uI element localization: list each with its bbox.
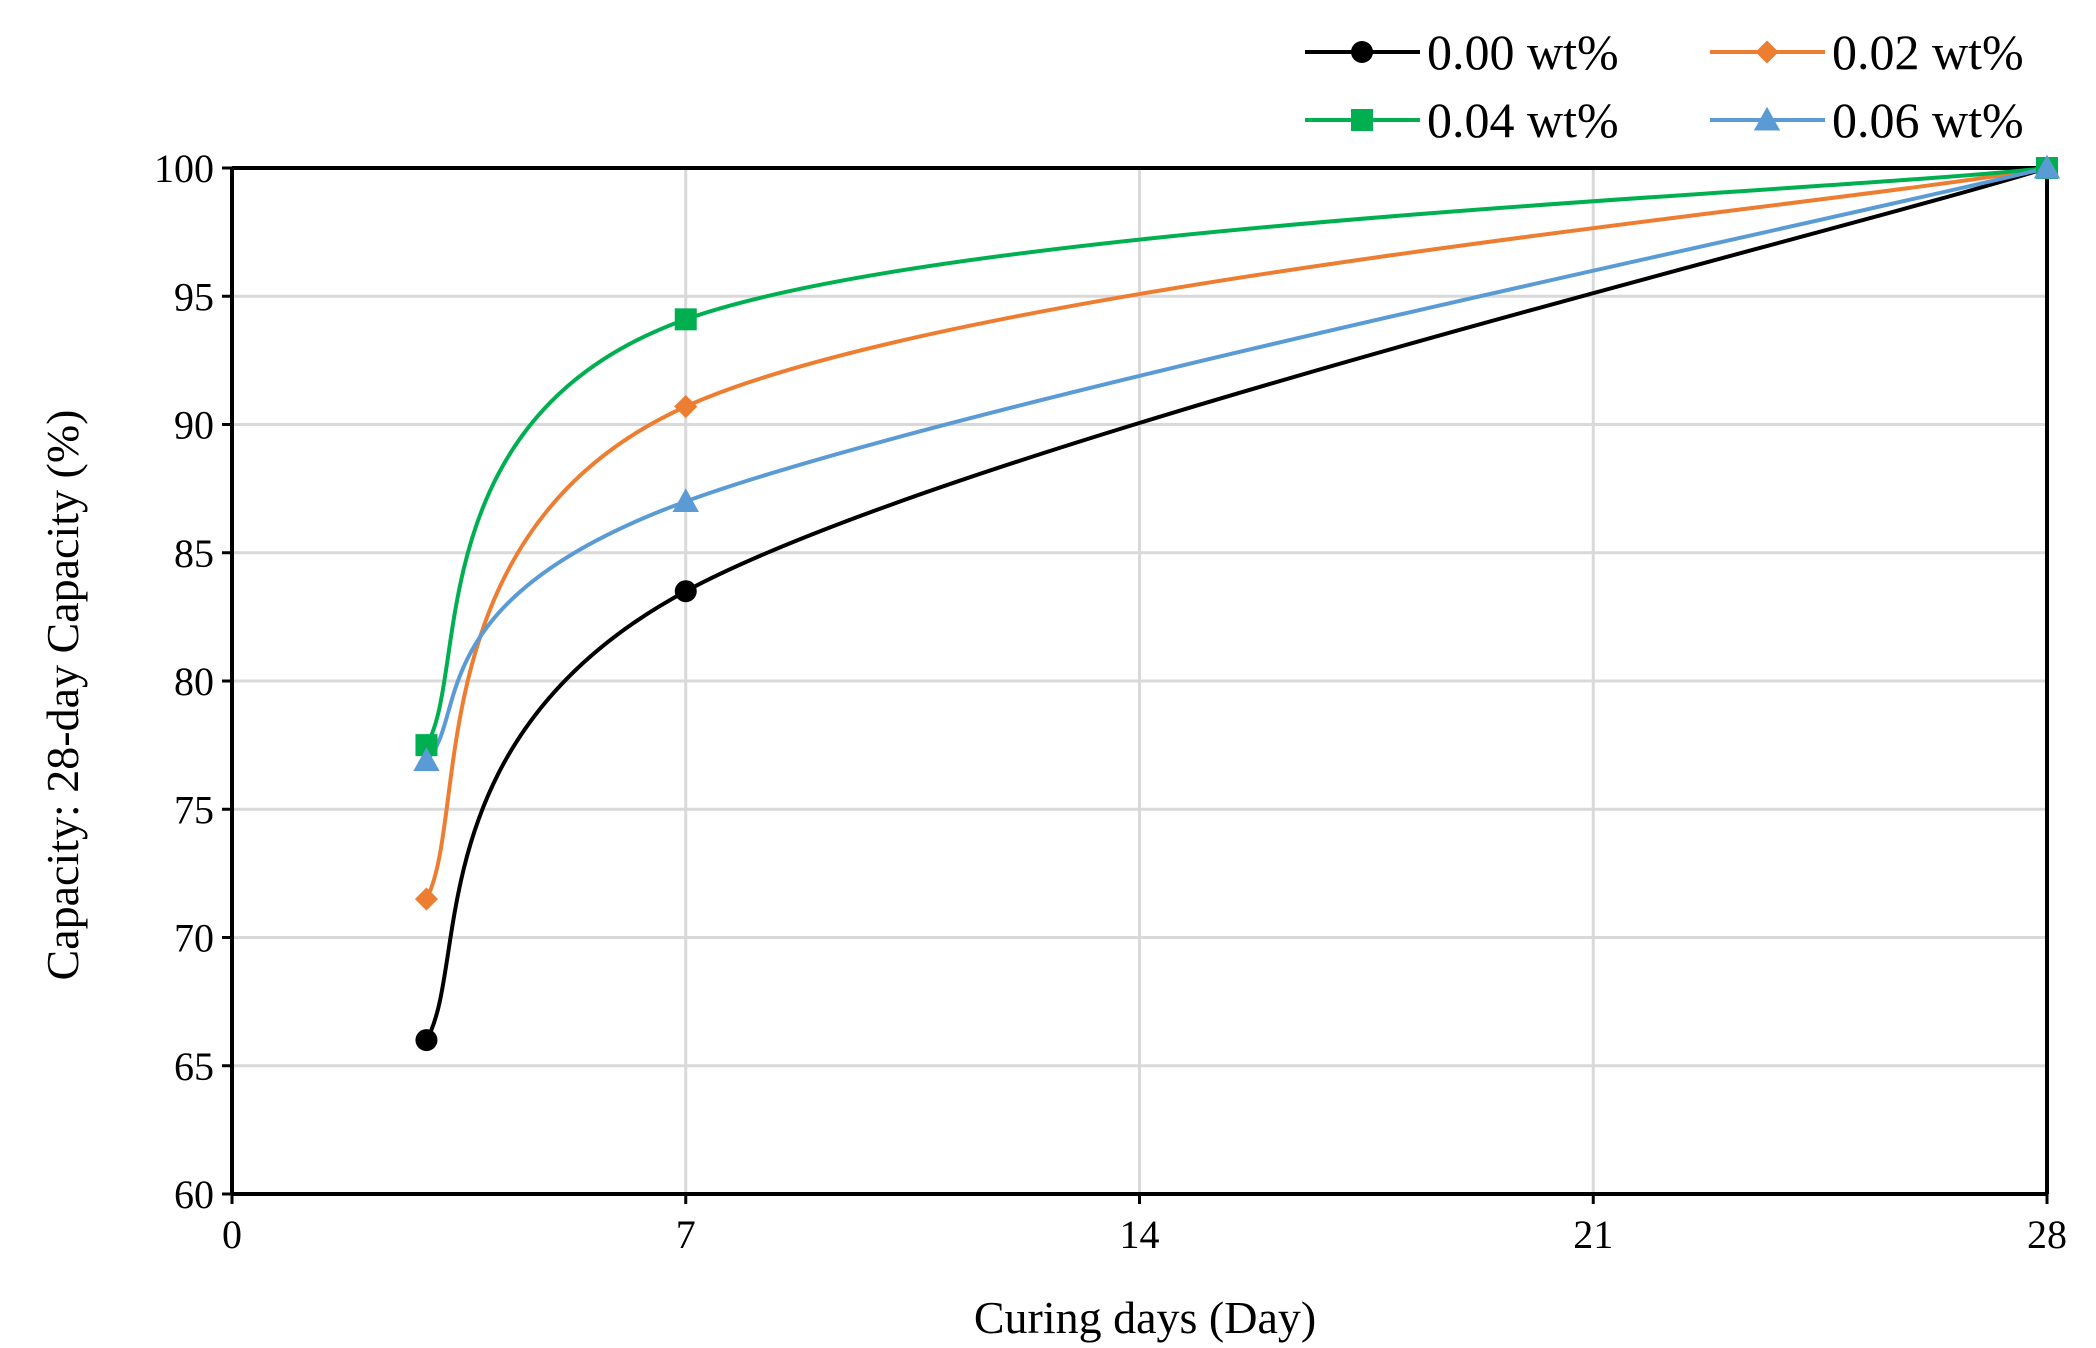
legend-swatch-marker	[1351, 109, 1373, 131]
legend-item-0-02-wt: 0.02 wt%	[1710, 24, 2024, 80]
y-tick-label: 70	[174, 916, 214, 961]
legend-label: 0.04 wt%	[1427, 92, 1619, 148]
series-line-0-02-wt	[424, 166, 2048, 900]
y-tick-label: 100	[154, 146, 214, 191]
series-line-0-04-wt	[424, 166, 2048, 747]
legend-label: 0.06 wt%	[1832, 92, 2024, 148]
y-axis-title: Capacity: 28-day Capacity (%)	[37, 410, 88, 981]
y-tick-labels: 60 65 70 75 80 85 90 95 100	[154, 146, 214, 1217]
data-point-0-06-wt	[2033, 154, 2061, 179]
legend-swatch-marker	[1753, 106, 1781, 131]
y-tick-label: 65	[174, 1044, 214, 1089]
x-axis-title: Curing days (Day)	[974, 1292, 1316, 1343]
data-point-0-00-wt	[415, 1029, 438, 1052]
y-tick-label: 60	[174, 1172, 214, 1217]
data-point-0-00-wt	[674, 580, 697, 603]
axes	[222, 166, 2049, 1204]
series-line-0-00-wt	[424, 166, 2048, 1042]
x-tick-label: 28	[2027, 1212, 2067, 1257]
data-point-0-06-wt	[672, 488, 699, 513]
legend: 0.00 wt% 0.02 wt% 0.04 wt% 0.06 wt%	[1305, 24, 2024, 148]
x-tick-label: 0	[222, 1212, 242, 1257]
legend-item-0-04-wt: 0.04 wt%	[1305, 92, 1619, 148]
legend-swatch-marker	[1351, 41, 1373, 63]
legend-swatch-marker	[1755, 40, 1779, 64]
data-point-0-02-wt	[674, 394, 698, 419]
x-tick-label: 7	[676, 1212, 696, 1257]
data-point-0-04-wt	[415, 734, 438, 757]
series-layer	[413, 154, 2061, 1052]
legend-label: 0.02 wt%	[1832, 24, 2024, 80]
data-point-0-06-wt	[413, 747, 440, 772]
x-tick-labels: 0 7 14 21 28	[222, 1212, 2067, 1257]
x-tick-label: 21	[1573, 1212, 1613, 1257]
x-tick-label: 14	[1120, 1212, 1160, 1257]
legend-item-0-00-wt: 0.00 wt%	[1305, 24, 1619, 80]
series-line-0-06-wt	[425, 166, 2048, 762]
y-tick-label: 85	[174, 531, 214, 576]
y-tick-label: 90	[174, 403, 214, 448]
y-tick-label: 80	[174, 659, 214, 704]
y-tick-label: 95	[174, 274, 214, 319]
data-point-0-02-wt	[414, 887, 439, 911]
data-point-0-04-wt	[674, 308, 697, 331]
y-tick-label: 75	[174, 787, 214, 832]
legend-label: 0.00 wt%	[1427, 24, 1619, 80]
legend-item-0-06-wt: 0.06 wt%	[1710, 92, 2024, 148]
grid-lines	[232, 166, 2049, 1194]
